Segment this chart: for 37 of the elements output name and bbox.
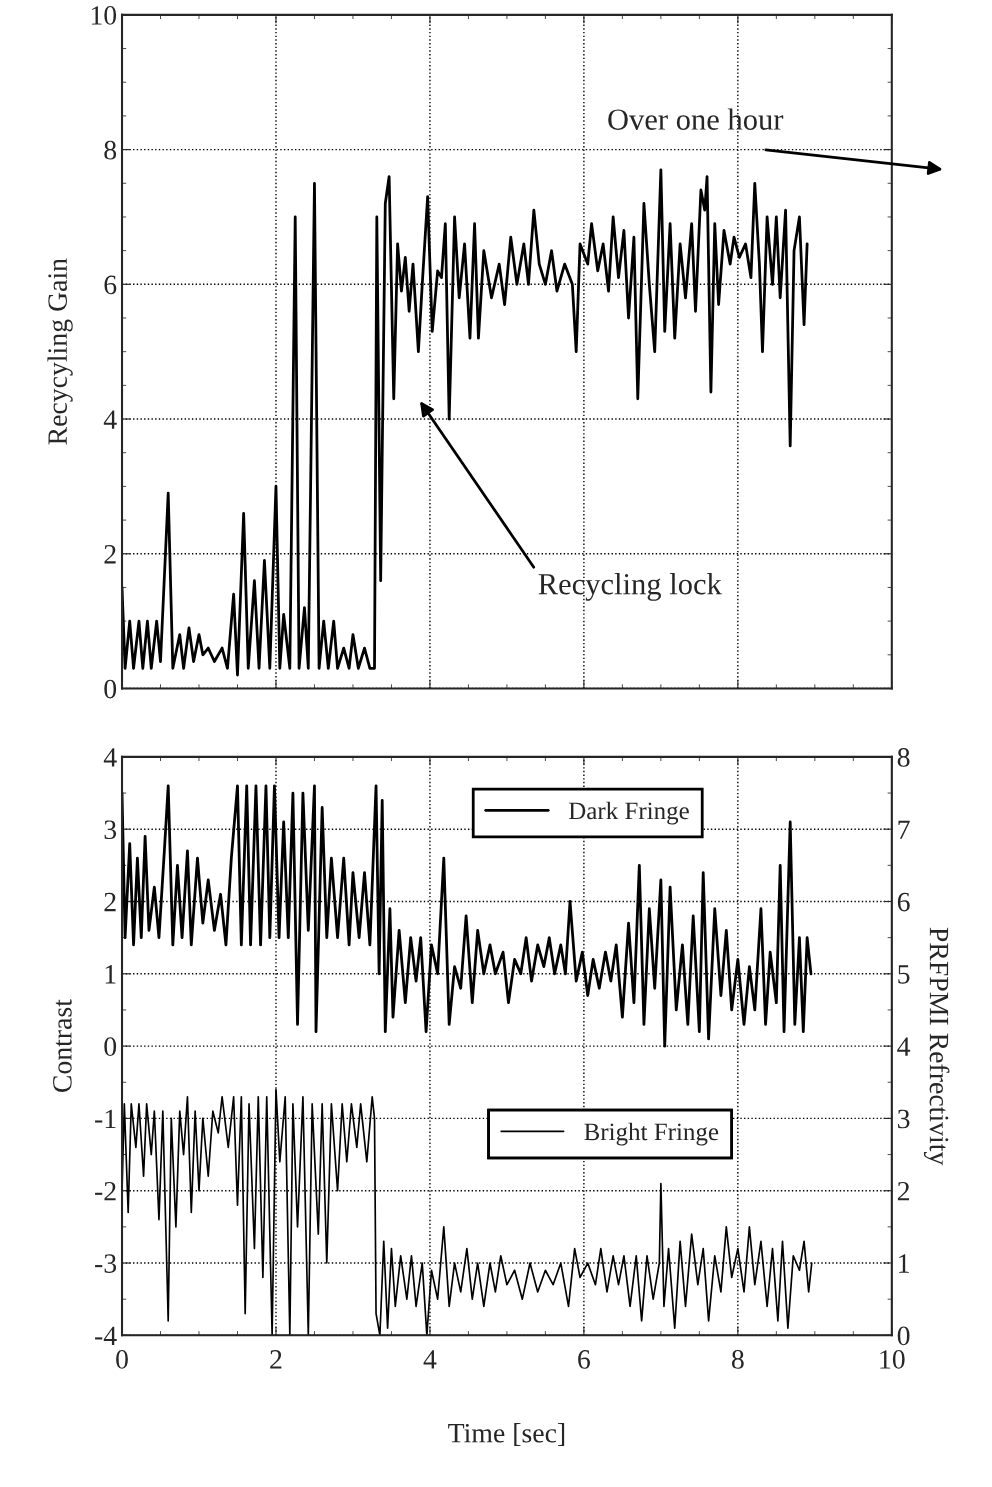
x-tick-label: 2 — [270, 1350, 282, 1369]
y-tick-label: 10 — [91, 6, 117, 25]
y-tick-label: 4 — [103, 410, 117, 429]
y2-tick-label: 6 — [897, 892, 910, 912]
y2-tick-label: 7 — [898, 820, 910, 839]
annotation: Over one hour — [608, 108, 784, 130]
y-tick-label: 0 — [104, 679, 117, 699]
y-axis-title: Contrast — [53, 999, 72, 1093]
y2-tick-label: 1 — [899, 1254, 909, 1273]
y-tick-label: -4 — [95, 1326, 117, 1345]
y-tick-label: 6 — [104, 275, 117, 295]
legend-label: Dark Fringe — [568, 801, 689, 825]
x-tick-label: 8 — [731, 1350, 744, 1369]
y-tick-label: 3 — [104, 820, 117, 840]
y-tick-label: -1 — [95, 1109, 116, 1129]
y2-axis-title: PRFPMI Refrectivity — [923, 927, 950, 1166]
y-tick-label: 0 — [104, 1037, 117, 1057]
y2-tick-label: 0 — [897, 1326, 910, 1346]
y2-tick-label: 8 — [897, 748, 910, 767]
x-axis-title: Time [sec] — [448, 1423, 565, 1447]
x-tick-label: 10 — [880, 1350, 905, 1369]
legend-label: Bright Fringe — [584, 1122, 719, 1146]
y2-tick-label: 5 — [898, 965, 910, 984]
y-tick-label: -2 — [95, 1181, 116, 1201]
y-tick-label: -3 — [95, 1254, 117, 1273]
y-tick-label: 2 — [104, 545, 116, 564]
y2-tick-label: 2 — [897, 1181, 910, 1201]
x-tick-label: 4 — [423, 1350, 437, 1369]
x-tick-label: 6 — [578, 1350, 591, 1369]
y-tick-label: 4 — [103, 748, 117, 767]
y-axis-title: Recycyling Gain — [47, 258, 73, 445]
y-tick-label: 1 — [105, 965, 116, 984]
y-tick-label: 8 — [104, 140, 117, 160]
y-tick-label: 2 — [104, 892, 116, 912]
y2-tick-label: 4 — [897, 1037, 911, 1056]
annotation: Recycling lock — [538, 572, 722, 601]
y2-tick-label: 3 — [898, 1109, 910, 1129]
